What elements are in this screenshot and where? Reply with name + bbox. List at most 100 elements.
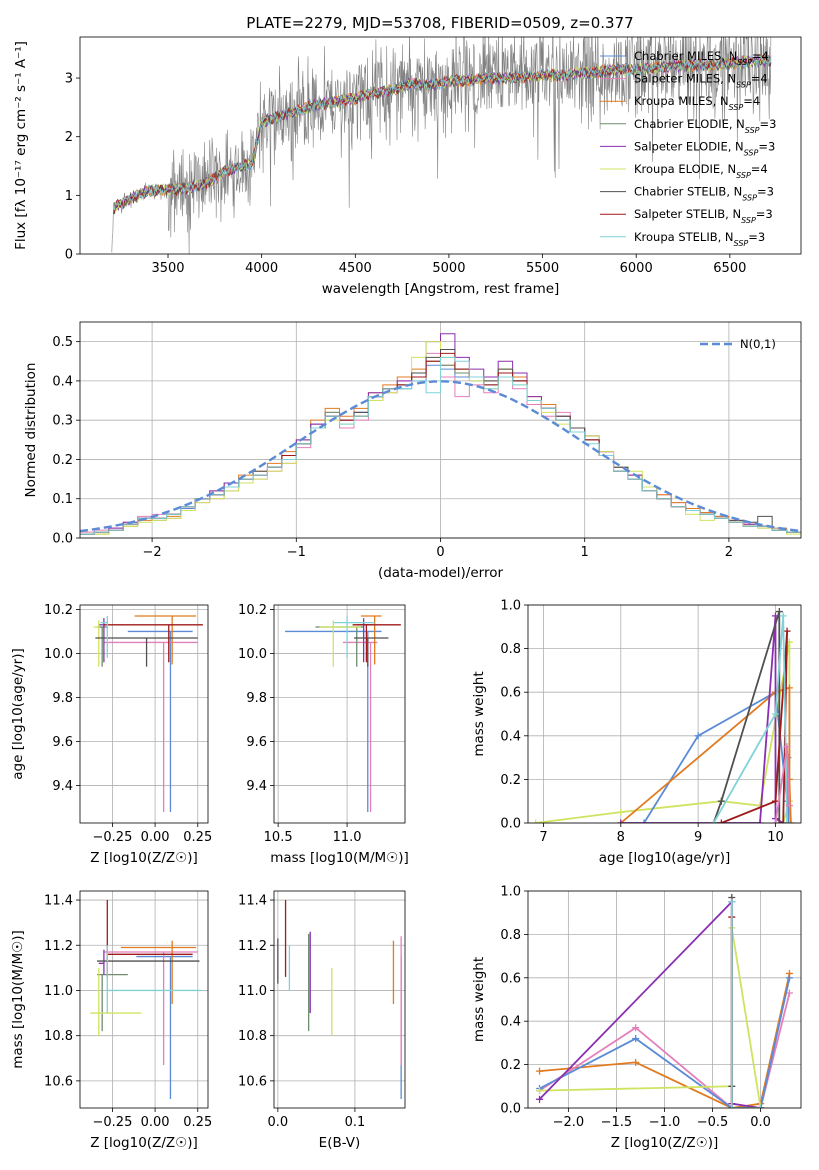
weight-marker (785, 802, 793, 810)
weight-line-kroupa-elodie (535, 641, 791, 823)
weight-marker (694, 732, 702, 740)
weight-marker (536, 1067, 544, 1075)
panel-z-age: −0.25 0.00 0.25 9.4 9.6 9.8 10.0 10.2 Z [log10(Z… (10, 603, 212, 866)
weight-marker (757, 1104, 765, 1108)
axes-frame (79, 36, 802, 255)
y-tick-label: 0.2 (500, 773, 521, 788)
weight-marker (785, 819, 793, 823)
axes-frame (527, 604, 802, 824)
weight-line-salpeter-miles (539, 992, 791, 1108)
weight-marker (783, 819, 791, 823)
plot-area (277, 900, 402, 1099)
weight-marker (783, 743, 791, 751)
x-axis-label: Z [log10(Z/Z☉)] (611, 1135, 719, 1151)
y-tick-label: 1.0 (500, 599, 521, 614)
y-tick-label: 9.8 (246, 691, 267, 706)
legend-label: Salpeter MILES, NSSP=4 (634, 72, 768, 90)
axes-frame (79, 321, 802, 539)
x-tick-label: 0.0 (750, 1115, 771, 1130)
x-tick-label: 9 (694, 830, 702, 845)
weight-marker (785, 684, 793, 692)
weight-line-chabrier-stelib (712, 611, 781, 823)
x-axis-label: mass [log10(M/M☉)] (270, 850, 409, 866)
plot-area (536, 894, 793, 1108)
gaussian-curve (80, 380, 801, 533)
panel-z-weight: −2.0 −1.5 −1.0 −0.5 0.0 0.0 0.2 0.4 0.6 0.8 1.0 Z [… (471, 885, 802, 1151)
weight-marker (783, 627, 791, 635)
y-tick-label: 0.5 (52, 335, 73, 350)
y-axis-label: age [log10(age/yr)] (10, 648, 26, 780)
y-tick-label: 0 (65, 248, 73, 263)
y-tick-label: 0.6 (500, 971, 521, 986)
x-axis-label: Z [log10(Z/Z☉)] (90, 850, 198, 866)
panel-age-weight: 7 8 9 10 0.0 0.2 0.4 0.6 0.8 1.0 age [log10(age/yr… (471, 599, 802, 866)
y-tick-label: 10.0 (238, 647, 267, 662)
plot-area (532, 608, 795, 823)
weight-marker (728, 898, 736, 906)
model-line-kroupa-stelib (113, 55, 772, 211)
x-tick-label: 6500 (713, 261, 746, 276)
panel-mass-age: 10.5 11.0 9.4 9.6 9.8 10.0 10.2 mass [log10(M/M… (238, 603, 409, 866)
weight-marker (532, 819, 540, 823)
x-tick-label: −2.0 (553, 1115, 585, 1130)
y-tick-label: 0.2 (500, 1058, 521, 1073)
x-tick-label: −1.5 (601, 1115, 633, 1130)
y-tick-label: 10.2 (44, 603, 73, 618)
x-tick-label: 5500 (526, 261, 559, 276)
weight-line-salpeter-elodie (620, 615, 784, 823)
y-tick-label: 9.4 (52, 779, 73, 794)
y-tick-label: 10.0 (44, 647, 73, 662)
plot-area (80, 333, 801, 538)
y-tick-label: 9.6 (246, 735, 267, 750)
x-tick-label: −0.25 (93, 830, 133, 845)
weight-line-salpeter-elodie (538, 899, 761, 1108)
axes-frame (79, 890, 209, 1109)
weight-line-chabrier-miles (643, 690, 790, 823)
weight-marker (710, 819, 718, 823)
axes-frame (527, 890, 802, 1109)
y-tick-label: 1.0 (500, 885, 521, 900)
y-tick-label: 0.8 (500, 642, 521, 657)
plot-area (90, 900, 202, 1099)
y-tick-label: 1 (65, 189, 73, 204)
x-tick-label: 10.5 (264, 830, 293, 845)
x-tick-label: −0.25 (93, 1115, 133, 1130)
y-axis-label: Normed distribution (23, 363, 39, 498)
x-tick-label: 0 (436, 545, 444, 560)
x-tick-label: 10 (767, 830, 784, 845)
model-line-chabrier-stelib (113, 53, 772, 215)
weight-marker (785, 989, 793, 997)
y-tick-label: 0.0 (500, 1102, 521, 1117)
weight-marker (775, 608, 783, 616)
x-tick-label: 11.0 (333, 830, 362, 845)
weight-marker (785, 974, 793, 982)
y-tick-label: 0.0 (52, 532, 73, 547)
panel-residuals: −2 −1 0 1 2 0.0 0.1 0.2 0.3 0.4 0.5 (data-model)/er… (23, 321, 802, 581)
weight-marker (717, 819, 725, 823)
x-tick-label: 1 (581, 545, 589, 560)
weight-marker (640, 819, 648, 823)
x-tick-label: 0.00 (141, 830, 170, 845)
y-tick-label: 9.6 (52, 735, 73, 750)
y-tick-label: 10.2 (238, 603, 267, 618)
y-axis-label: mass weight (471, 671, 487, 756)
weight-marker (632, 1024, 640, 1032)
weight-marker (632, 1035, 640, 1043)
panel-z-mass: −0.25 0.00 0.25 10.6 10.8 11.0 11.2 11.4 Z [log1… (10, 890, 212, 1151)
legend-label: Chabrier MILES, NSSP=4 (634, 49, 769, 67)
x-axis-label: Z [log10(Z/Z☉)] (90, 1135, 198, 1151)
x-axis-label: wavelength [Angstrom, rest frame] (322, 281, 560, 297)
x-tick-label: 7 (539, 830, 547, 845)
x-axis-label: E(B-V) (319, 1135, 361, 1151)
y-tick-label: 11.4 (44, 894, 73, 909)
y-tick-label: 11.4 (238, 894, 267, 909)
x-tick-label: 5000 (432, 261, 465, 276)
weight-marker (775, 819, 783, 823)
x-axis-label: age [log10(age/yr)] (599, 850, 731, 866)
figure-title: PLATE=2279, MJD=53708, FIBERID=0509, z=0… (246, 14, 633, 32)
weight-marker (756, 819, 764, 823)
y-tick-label: 11.2 (44, 939, 73, 954)
x-tick-label: −1 (287, 545, 306, 560)
axes-frame (79, 604, 209, 824)
weight-line-kroupa-elodie (539, 927, 762, 1108)
